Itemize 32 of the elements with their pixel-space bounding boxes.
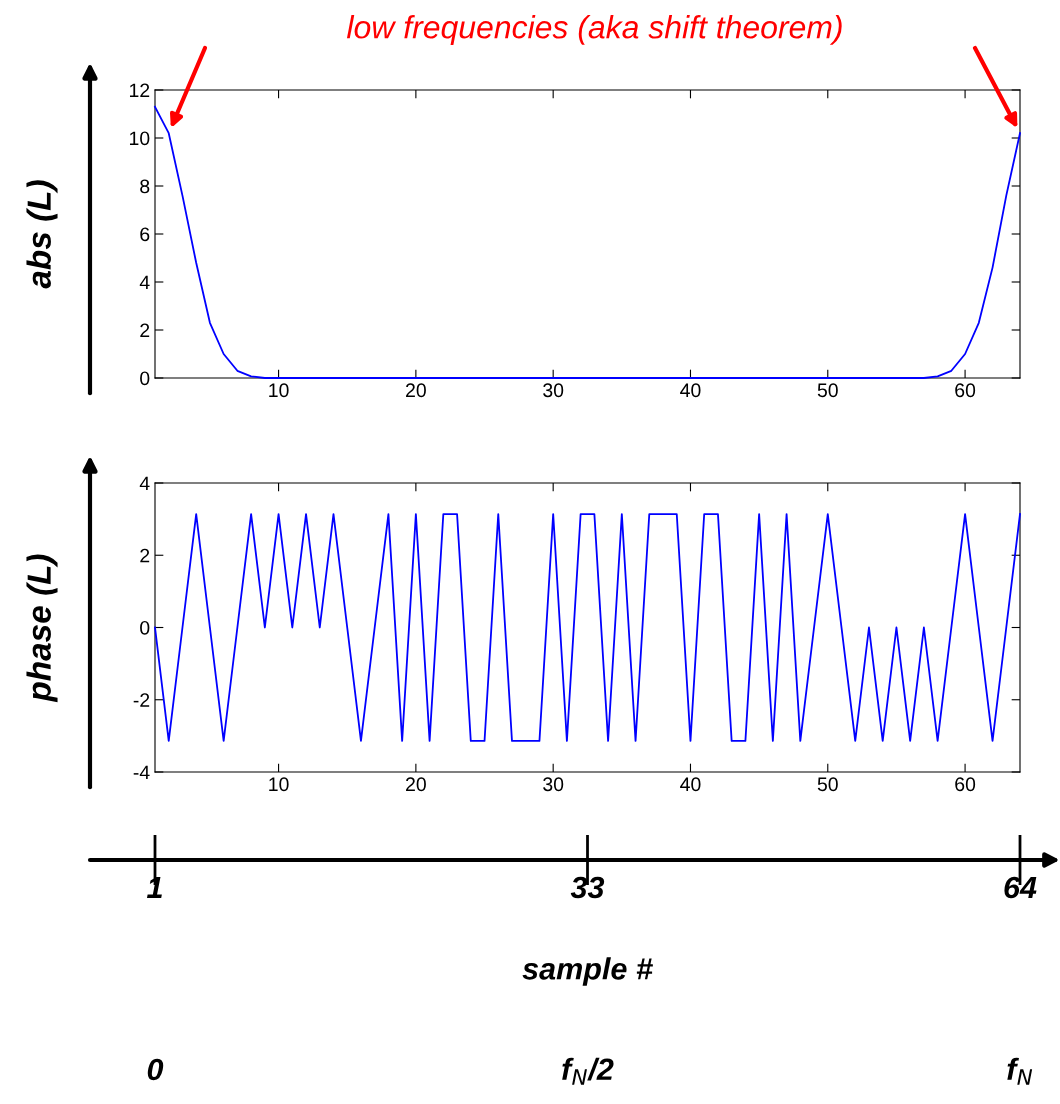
y-tick-label: 0 [140, 371, 150, 386]
chart-title: low frequencies (aka shift theorem) [346, 15, 842, 45]
x-tick-label: 30 [543, 383, 564, 398]
x-tick-label: 50 [817, 777, 838, 792]
y-tick-label: 6 [140, 227, 150, 242]
y-tick-label: -2 [133, 693, 150, 707]
text: sample # [522, 957, 653, 986]
y-tick-label: 8 [140, 179, 150, 194]
text: 33 [570, 876, 605, 899]
y-tick-label: 0 [140, 620, 150, 635]
x-tick-label: 10 [269, 383, 289, 398]
y-tick-label: 4 [139, 476, 150, 491]
y-tick-label: 2 [140, 548, 150, 563]
x-tick-label: 20 [406, 383, 426, 398]
x-tick-label: 10 [269, 777, 289, 792]
x-tick-label: 40 [680, 777, 701, 792]
y-tick-label: 4 [139, 275, 150, 290]
x-tick-label: 60 [955, 383, 976, 398]
y-axis-title: phase (L) [26, 554, 58, 703]
text: f$_{N}$/2 [562, 1057, 614, 1085]
y-tick-label: 12 [130, 83, 150, 98]
y-tick-label: 2 [140, 323, 150, 338]
text: 64 [1004, 876, 1037, 899]
text: f$_{N}$ [1007, 1057, 1033, 1085]
y-tick-label: 10 [130, 131, 150, 146]
y-tick-label: -4 [133, 765, 150, 780]
x-tick-label: 40 [680, 383, 701, 398]
x-tick-label: 30 [543, 777, 564, 792]
x-tick-label: 60 [955, 777, 976, 792]
x-tick-label: 20 [406, 777, 426, 792]
y-axis-title: abs (L) [26, 180, 58, 289]
x-tick-label: 50 [817, 383, 838, 398]
